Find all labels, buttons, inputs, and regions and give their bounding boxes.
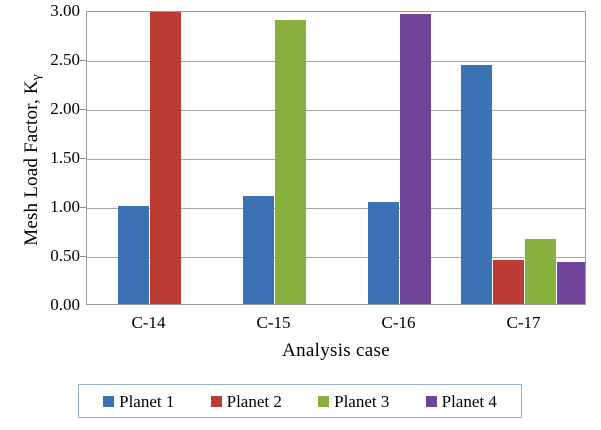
legend-label: Planet 3 <box>334 391 390 411</box>
bar-group <box>87 12 585 304</box>
y-axis-tick-label: 2.00 <box>50 99 80 118</box>
legend-item[interactable]: Planet 3 <box>318 393 389 410</box>
legend-swatch-icon <box>318 395 330 407</box>
legend-item[interactable]: Planet 1 <box>103 393 174 410</box>
y-axis-tick-label: 0.00 <box>50 295 80 314</box>
legend-label: Planet 2 <box>226 391 282 411</box>
y-axis-tick-label: 1.50 <box>50 148 80 167</box>
legend-swatch-icon <box>210 395 222 407</box>
gridline <box>87 208 585 209</box>
y-axis-tick-label: 2.50 <box>50 50 80 69</box>
y-axis-tickmark <box>80 158 86 159</box>
plot-area <box>86 11 586 305</box>
y-axis-tick-labels: 0.00 0.50 1.00 1.50 2.00 2.50 3.00 <box>28 0 80 430</box>
bar[interactable] <box>118 206 149 304</box>
y-axis-tickmark <box>80 256 86 257</box>
bar[interactable] <box>461 65 492 304</box>
x-axis-tick-label: C-16 <box>381 313 416 332</box>
bar-group <box>87 12 585 304</box>
bar[interactable] <box>400 14 431 304</box>
y-axis-tick-label: 0.50 <box>50 246 80 265</box>
gridline <box>87 61 585 62</box>
bar[interactable] <box>493 260 524 304</box>
x-axis-title: Analysis case <box>282 340 390 361</box>
legend-item[interactable]: Planet 2 <box>210 391 282 411</box>
legend-item[interactable]: Planet 4 <box>425 391 497 411</box>
y-axis-tickmark <box>80 207 86 208</box>
x-axis-tick-label: C-14 <box>131 313 166 332</box>
legend-swatch-icon <box>425 395 437 407</box>
bar-group <box>87 12 585 304</box>
bar[interactable] <box>275 20 306 304</box>
bar[interactable] <box>150 12 181 304</box>
x-axis-tick-label: C-15 <box>256 313 291 332</box>
gridline <box>87 159 585 160</box>
legend-label: Planet 1 <box>119 391 175 411</box>
bar-group <box>87 12 585 304</box>
chart-legend: Planet 1 Planet 2 Planet 3 Planet 4 <box>78 384 522 418</box>
legend-swatch-icon <box>103 395 115 407</box>
bar[interactable] <box>525 239 556 304</box>
bar[interactable] <box>368 202 399 304</box>
bar[interactable] <box>557 262 585 304</box>
y-axis-tickmark <box>80 60 86 61</box>
bar[interactable] <box>243 196 274 304</box>
gridline <box>87 257 585 258</box>
legend-label: Planet 4 <box>441 391 497 411</box>
gridline <box>87 110 585 111</box>
y-axis-tick-label: 3.00 <box>50 1 80 20</box>
x-axis-tick-label: C-17 <box>506 313 541 332</box>
y-axis-tickmark <box>80 109 86 110</box>
y-axis-tick-label: 1.00 <box>50 197 80 216</box>
x-axis-tick-labels: C-14 C-15 C-16 C-17 <box>86 312 586 336</box>
